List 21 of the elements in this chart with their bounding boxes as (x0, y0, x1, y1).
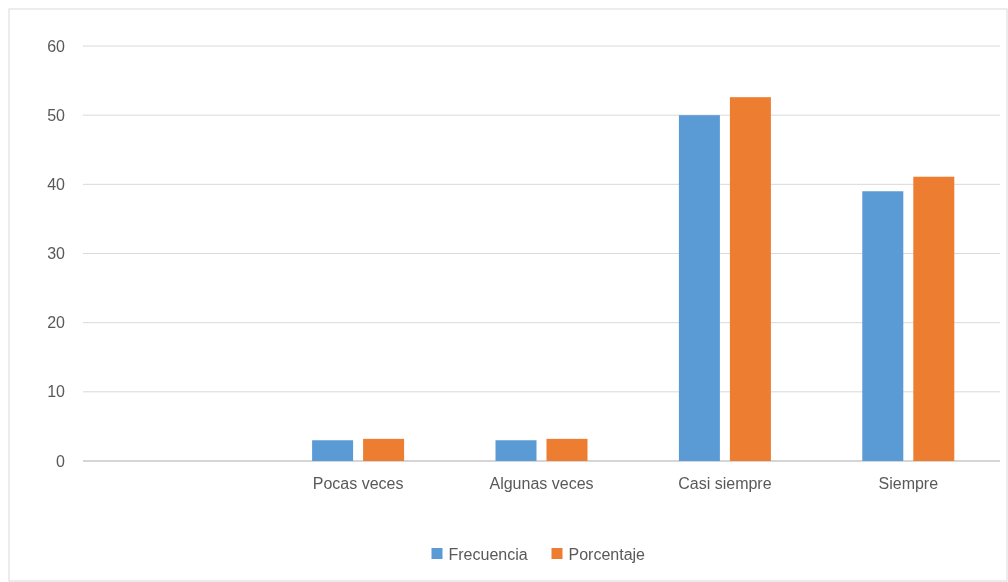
y-tick-label: 40 (47, 175, 66, 193)
x-tick-label: Casi siempre (678, 475, 772, 492)
y-tick-label: 20 (47, 314, 66, 332)
bar (363, 438, 405, 461)
bar (678, 115, 720, 461)
x-tick-label: Algunas veces (489, 475, 594, 492)
bar (312, 440, 354, 461)
bar (729, 97, 771, 461)
y-tick-label: 10 (47, 383, 66, 401)
y-tick-label: 60 (47, 37, 66, 55)
bar (495, 440, 537, 461)
y-tick-label: 0 (56, 452, 66, 470)
y-tick-label: 30 (47, 245, 66, 263)
bar (913, 176, 955, 461)
bar (862, 191, 904, 461)
legend-label: Porcentaje (568, 545, 646, 563)
bar (546, 438, 588, 461)
y-tick-label: 50 (47, 106, 66, 124)
x-tick-label: Pocas veces (312, 475, 404, 492)
legend-label: Frecuencia (448, 545, 528, 563)
x-tick-label: Siempre (878, 475, 939, 492)
